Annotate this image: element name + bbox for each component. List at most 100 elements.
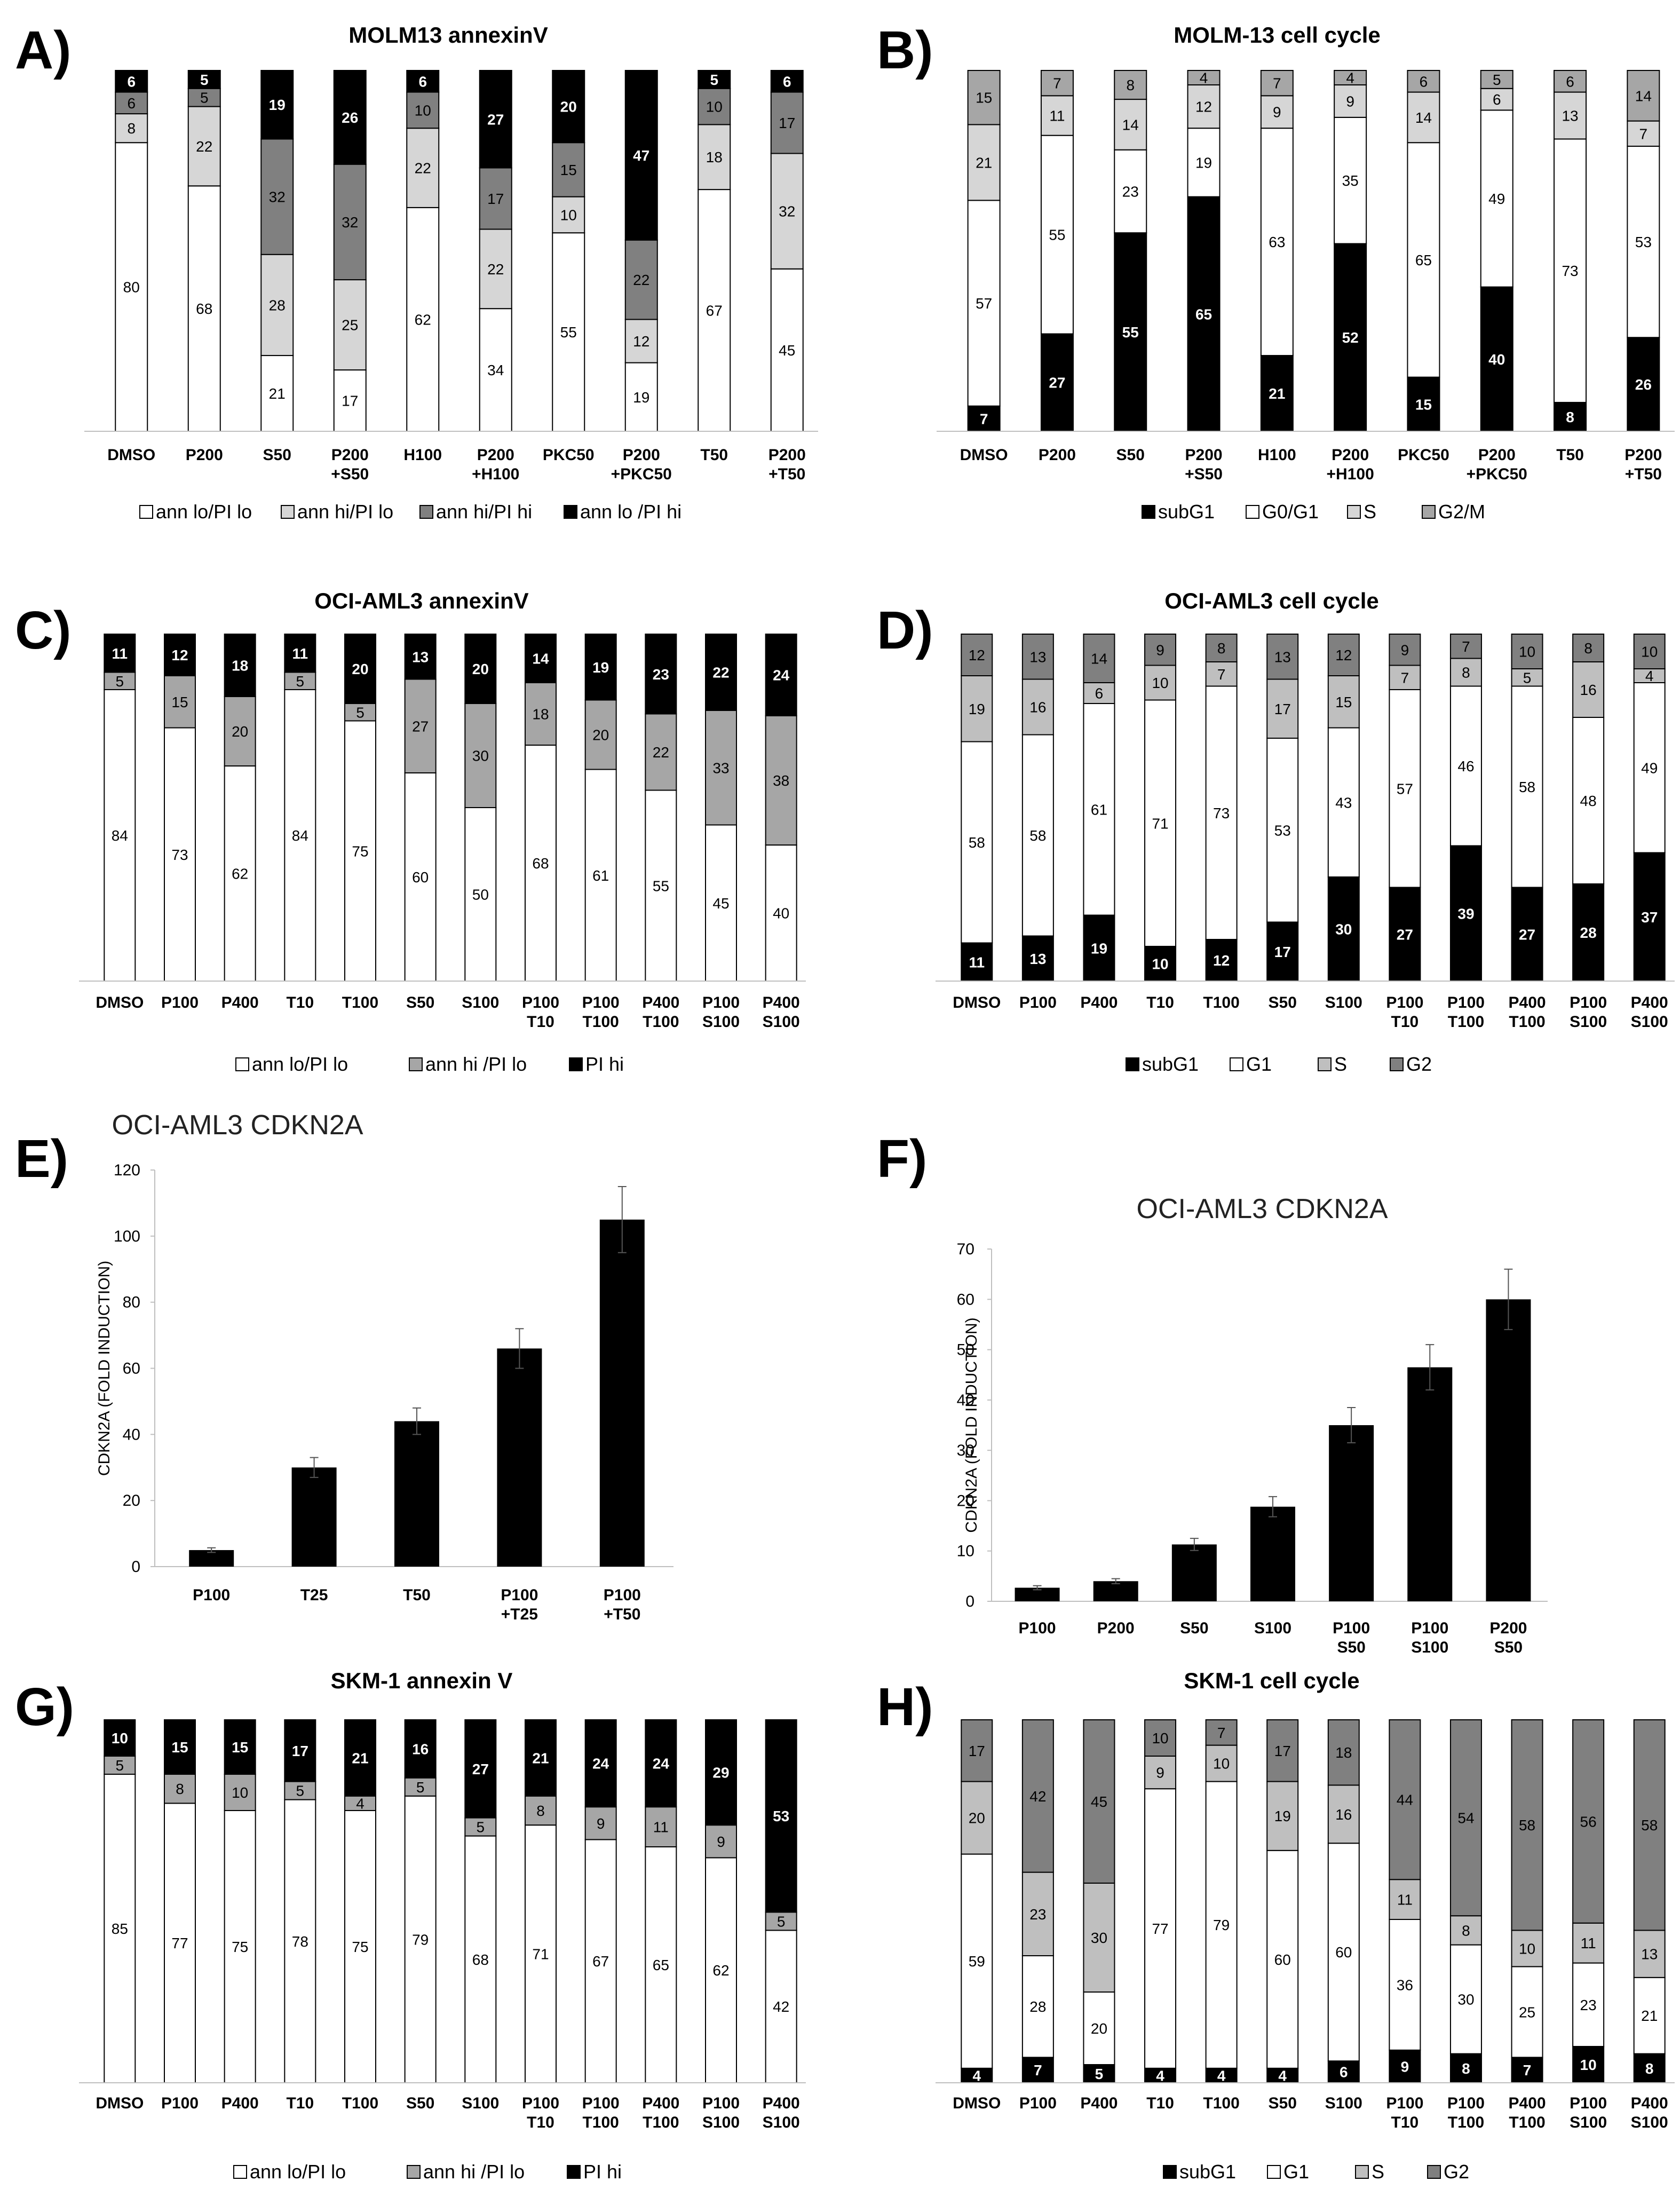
data-label: 30 [1091, 1930, 1107, 1946]
data-label: 58 [1029, 827, 1046, 844]
category-label: T100 [342, 2095, 378, 2112]
data-label: 28 [269, 297, 286, 313]
data-label: 58 [1519, 779, 1535, 795]
bar-segment [1449, 685, 1482, 847]
category-label: P100 [582, 994, 620, 1011]
panel-h: H) SKM-1 cell cycle4592017728234252030454… [877, 1668, 1675, 2183]
category-label: P100 [1333, 1619, 1370, 1637]
category-label: P100 [1019, 1619, 1056, 1637]
data-label: 14 [532, 651, 549, 667]
data-label: 38 [773, 772, 789, 789]
legend-swatch [564, 505, 577, 519]
category-label: S100 [462, 994, 499, 1011]
data-label: 15 [171, 694, 188, 710]
category-label: S50 [263, 446, 291, 464]
category-label: P200 [768, 446, 806, 464]
bar-segment [624, 362, 658, 432]
legend-label: G1 [1246, 1053, 1272, 1075]
category-label: P400 [221, 994, 259, 1011]
category-label: S100 [1570, 2114, 1607, 2131]
bar-segment [1083, 2064, 1115, 2083]
bar-segment [104, 634, 136, 673]
data-label: 27 [1049, 375, 1065, 391]
data-label: 23 [1122, 183, 1139, 200]
bars: 7572115275511755231486519124216397523594… [967, 70, 1660, 432]
data-label: 67 [592, 1953, 609, 1970]
data-label: 14 [1635, 88, 1652, 104]
data-label: 7 [1217, 1725, 1226, 1741]
bar-segment [961, 1853, 993, 2069]
data-label: 18 [232, 658, 248, 674]
data-label: 6 [1493, 91, 1501, 108]
data-label: 32 [779, 203, 795, 220]
category-label: DMSO [96, 2095, 144, 2112]
category-label: H100 [403, 446, 442, 464]
data-label: 9 [1156, 642, 1164, 658]
legend: subG1 G1 S G2 [1163, 2161, 1469, 2183]
category-label: S100 [1411, 1639, 1448, 1656]
bar-segment [115, 70, 148, 93]
data-label: 11 [1049, 108, 1065, 124]
legend-label: ann hi /PI lo [425, 1053, 527, 1075]
data-label: 8 [1462, 2060, 1470, 2077]
bars: 84 5 11 73 15 12 62 20 18 84 5 11 75 5 20 60 27 13 50 30 20 6… [104, 634, 797, 982]
data-label: 34 [487, 362, 504, 378]
data-label: 44 [1397, 1792, 1413, 1808]
data-label: 84 [112, 827, 128, 844]
data-label: 20 [472, 661, 489, 677]
data-label: 22 [712, 665, 729, 681]
data-label: 27 [487, 111, 504, 128]
bar-segment [1114, 149, 1147, 234]
data-label: 6 [783, 73, 791, 90]
bar-segment [1572, 661, 1605, 718]
bar [1093, 1581, 1138, 1601]
bar-segment [1021, 634, 1054, 680]
bar-segment [1480, 70, 1513, 89]
category-label: T100 [582, 2114, 619, 2131]
bar-segment [1327, 1843, 1360, 2062]
bar-segment [1633, 682, 1666, 853]
data-label: 11 [1581, 1935, 1596, 1951]
data-label: 11 [969, 954, 985, 970]
data-label: 8 [1126, 77, 1135, 93]
bar-segment [705, 1857, 737, 2083]
data-label: 49 [1488, 191, 1505, 207]
bar-segment [344, 634, 376, 704]
category-label: P200 [1332, 446, 1369, 464]
category-label: T100 [342, 994, 378, 1011]
bar-segment [1083, 1883, 1115, 1993]
data-label: 27 [1519, 926, 1535, 943]
data-label: 29 [712, 1765, 729, 1781]
bar-segment [1407, 91, 1440, 144]
bar-segment [961, 634, 993, 676]
bar-segment [1572, 1719, 1605, 1924]
bar-segment [224, 696, 256, 766]
data-label: 55 [1122, 324, 1139, 341]
bar-segment [1144, 699, 1177, 947]
bar-segment [1449, 658, 1482, 687]
category-label: T100 [1203, 2095, 1239, 2112]
chart-title: SKM-1 cell cycle [1184, 1668, 1359, 1693]
data-label: 23 [1580, 1997, 1597, 2013]
bar-segment [404, 678, 437, 773]
data-label: 19 [1195, 154, 1212, 171]
bar-segment [284, 1781, 316, 1800]
data-label: 33 [712, 760, 729, 776]
data-label: 4 [1156, 2067, 1164, 2084]
bar-segment [104, 671, 136, 690]
legend-swatch [1163, 2165, 1177, 2179]
data-label: 13 [1641, 1946, 1658, 1963]
bar-segment [1021, 2057, 1054, 2083]
bars: 85 5 10 77 8 15 75 10 15 78 5 17 75 4 21 79 5 16 68 5 27 71 8 2… [104, 1719, 797, 2084]
legend-swatch [1427, 2165, 1441, 2179]
bar-segment [1021, 1719, 1054, 1873]
y-axis-label: CDKN2A (FOLD INDUCTION) [96, 1261, 113, 1476]
data-label: 6 [418, 73, 427, 90]
data-label: 6 [1340, 2064, 1348, 2081]
category-label: P100 [1386, 2095, 1423, 2112]
panel-label: B) [877, 20, 933, 80]
panel-a: A) MOLM13 annexinV80866682255212832191725… [15, 20, 818, 523]
category-label: S100 [763, 1013, 800, 1031]
category-label: S50 [1269, 994, 1297, 1011]
bar-segment [1554, 138, 1587, 403]
